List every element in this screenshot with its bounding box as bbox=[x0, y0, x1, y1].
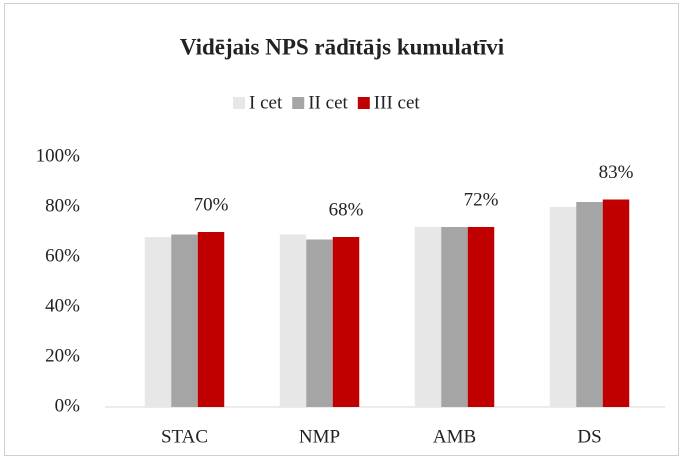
bar bbox=[414, 227, 442, 407]
legend-swatch bbox=[292, 97, 305, 109]
bar bbox=[197, 232, 225, 407]
y-tick-label: 0% bbox=[55, 395, 81, 416]
bar bbox=[576, 202, 603, 407]
legend-swatch bbox=[357, 97, 370, 109]
x-tick-label: NMP bbox=[299, 426, 340, 447]
data-label: 68% bbox=[329, 199, 364, 220]
bar bbox=[441, 227, 468, 407]
legend-swatch bbox=[233, 97, 245, 109]
bar bbox=[144, 237, 172, 407]
x-tick-label: STAC bbox=[161, 426, 208, 447]
y-tick-label: 80% bbox=[45, 195, 80, 216]
legend-label: III cet bbox=[374, 92, 421, 113]
data-label: 70% bbox=[194, 194, 229, 215]
bar bbox=[467, 227, 495, 407]
y-tick-label: 20% bbox=[45, 345, 80, 366]
chart-title: Vidējais NPS rādītājs kumulatīvi bbox=[180, 34, 505, 59]
bar bbox=[332, 237, 360, 407]
data-label: 72% bbox=[464, 189, 499, 210]
y-tick-label: 40% bbox=[45, 295, 80, 316]
legend-label: I cet bbox=[249, 92, 283, 113]
y-tick-label: 60% bbox=[45, 245, 80, 266]
bar bbox=[306, 239, 333, 407]
y-tick-label: 100% bbox=[36, 145, 81, 166]
bar bbox=[549, 207, 577, 407]
legend-label: II cet bbox=[308, 92, 348, 113]
bar bbox=[602, 199, 630, 407]
bar bbox=[171, 234, 198, 407]
x-tick-label: AMB bbox=[433, 426, 476, 447]
data-label: 83% bbox=[599, 162, 634, 183]
x-tick-label: DS bbox=[577, 426, 601, 447]
bar bbox=[279, 234, 307, 407]
